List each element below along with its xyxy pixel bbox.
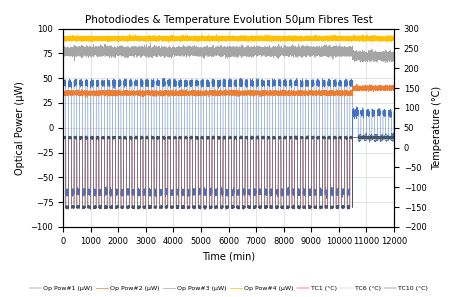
Op Pow#1 (µW) bbox=[391, 110, 397, 113]
TC10 (°C) bbox=[362, 134, 367, 137]
Line: Op Pow#2 (µW): Op Pow#2 (µW) bbox=[63, 84, 394, 98]
TC6 (°C) bbox=[267, 135, 272, 139]
Op Pow#4 (µW) bbox=[391, 35, 397, 39]
Op Pow#1 (µW) bbox=[294, 76, 300, 80]
TC6 (°C) bbox=[327, 135, 333, 138]
TC1 (°C) bbox=[383, 136, 389, 140]
TC6 (°C) bbox=[136, 206, 141, 210]
TC10 (°C) bbox=[136, 205, 141, 209]
Op Pow#4 (µW) bbox=[267, 36, 272, 40]
Op Pow#3 (µW) bbox=[383, 54, 389, 58]
TC10 (°C) bbox=[202, 208, 208, 212]
TC1 (°C) bbox=[82, 206, 87, 209]
TC6 (°C) bbox=[292, 133, 298, 136]
Op Pow#1 (µW) bbox=[327, 79, 333, 83]
Op Pow#3 (µW) bbox=[136, 50, 141, 53]
Line: TC1 (°C): TC1 (°C) bbox=[63, 136, 394, 209]
Op Pow#3 (µW) bbox=[60, 48, 66, 51]
Op Pow#4 (µW) bbox=[136, 38, 141, 41]
TC10 (°C) bbox=[342, 135, 348, 139]
TC10 (°C) bbox=[267, 135, 272, 139]
Op Pow#2 (µW) bbox=[82, 89, 87, 92]
TC1 (°C) bbox=[136, 205, 141, 208]
Op Pow#2 (µW) bbox=[60, 91, 66, 95]
Op Pow#1 (µW) bbox=[136, 188, 141, 192]
TC1 (°C) bbox=[267, 136, 272, 140]
Line: TC6 (°C): TC6 (°C) bbox=[63, 135, 394, 210]
Op Pow#2 (µW) bbox=[391, 85, 397, 89]
Op Pow#2 (µW) bbox=[83, 96, 89, 99]
Legend: Op Pow#1 (µW), Op Pow#2 (µW), Op Pow#3 (µW), Op Pow#4 (µW), TC1 (°C), TC6 (°C), : Op Pow#1 (µW), Op Pow#2 (µW), Op Pow#3 (… bbox=[27, 284, 430, 294]
Op Pow#1 (µW) bbox=[267, 80, 272, 84]
Op Pow#2 (µW) bbox=[383, 87, 389, 91]
Op Pow#4 (µW) bbox=[165, 40, 171, 44]
Op Pow#2 (µW) bbox=[327, 91, 333, 94]
Op Pow#2 (µW) bbox=[342, 92, 348, 96]
Op Pow#1 (µW) bbox=[342, 79, 348, 83]
Op Pow#2 (µW) bbox=[136, 91, 141, 94]
Line: Op Pow#3 (µW): Op Pow#3 (µW) bbox=[63, 43, 394, 63]
TC10 (°C) bbox=[82, 205, 87, 208]
X-axis label: Time (min): Time (min) bbox=[202, 251, 255, 261]
Line: Op Pow#1 (µW): Op Pow#1 (µW) bbox=[63, 78, 394, 199]
Line: TC10 (°C): TC10 (°C) bbox=[63, 135, 394, 210]
TC10 (°C) bbox=[383, 136, 389, 140]
Op Pow#3 (µW) bbox=[267, 51, 272, 55]
Op Pow#1 (µW) bbox=[82, 190, 87, 194]
TC1 (°C) bbox=[107, 207, 113, 211]
Line: Op Pow#4 (µW): Op Pow#4 (µW) bbox=[63, 34, 394, 42]
TC1 (°C) bbox=[215, 134, 221, 138]
TC1 (°C) bbox=[391, 136, 397, 140]
Op Pow#1 (µW) bbox=[324, 197, 329, 200]
TC6 (°C) bbox=[391, 136, 397, 140]
Y-axis label: Temperature (°C): Temperature (°C) bbox=[432, 86, 442, 170]
Op Pow#3 (µW) bbox=[327, 48, 333, 52]
Op Pow#3 (µW) bbox=[342, 51, 348, 55]
Op Pow#2 (µW) bbox=[354, 83, 360, 86]
Op Pow#1 (µW) bbox=[60, 79, 66, 82]
TC1 (°C) bbox=[60, 136, 66, 140]
TC6 (°C) bbox=[241, 208, 246, 212]
Title: Photodiodes & Temperature Evolution 50µm Fibres Test: Photodiodes & Temperature Evolution 50µm… bbox=[85, 15, 372, 25]
Op Pow#1 (µW) bbox=[383, 137, 389, 140]
Op Pow#4 (µW) bbox=[383, 37, 389, 41]
TC6 (°C) bbox=[60, 136, 66, 140]
TC1 (°C) bbox=[327, 136, 333, 140]
Op Pow#4 (µW) bbox=[214, 33, 219, 36]
Y-axis label: Optical Power (µW): Optical Power (µW) bbox=[15, 81, 25, 175]
Op Pow#3 (µW) bbox=[391, 58, 397, 61]
Op Pow#3 (µW) bbox=[148, 41, 153, 45]
TC1 (°C) bbox=[342, 136, 348, 140]
Op Pow#2 (µW) bbox=[267, 91, 272, 95]
TC6 (°C) bbox=[342, 137, 348, 140]
Op Pow#4 (µW) bbox=[327, 38, 333, 41]
TC10 (°C) bbox=[60, 135, 66, 139]
Op Pow#3 (µW) bbox=[383, 61, 388, 64]
TC10 (°C) bbox=[391, 136, 397, 140]
TC6 (°C) bbox=[82, 206, 87, 209]
Op Pow#3 (µW) bbox=[82, 46, 87, 50]
Op Pow#4 (µW) bbox=[60, 37, 66, 40]
TC6 (°C) bbox=[383, 136, 389, 140]
TC10 (°C) bbox=[327, 135, 333, 139]
Op Pow#4 (µW) bbox=[342, 37, 348, 40]
Op Pow#4 (µW) bbox=[82, 37, 87, 40]
